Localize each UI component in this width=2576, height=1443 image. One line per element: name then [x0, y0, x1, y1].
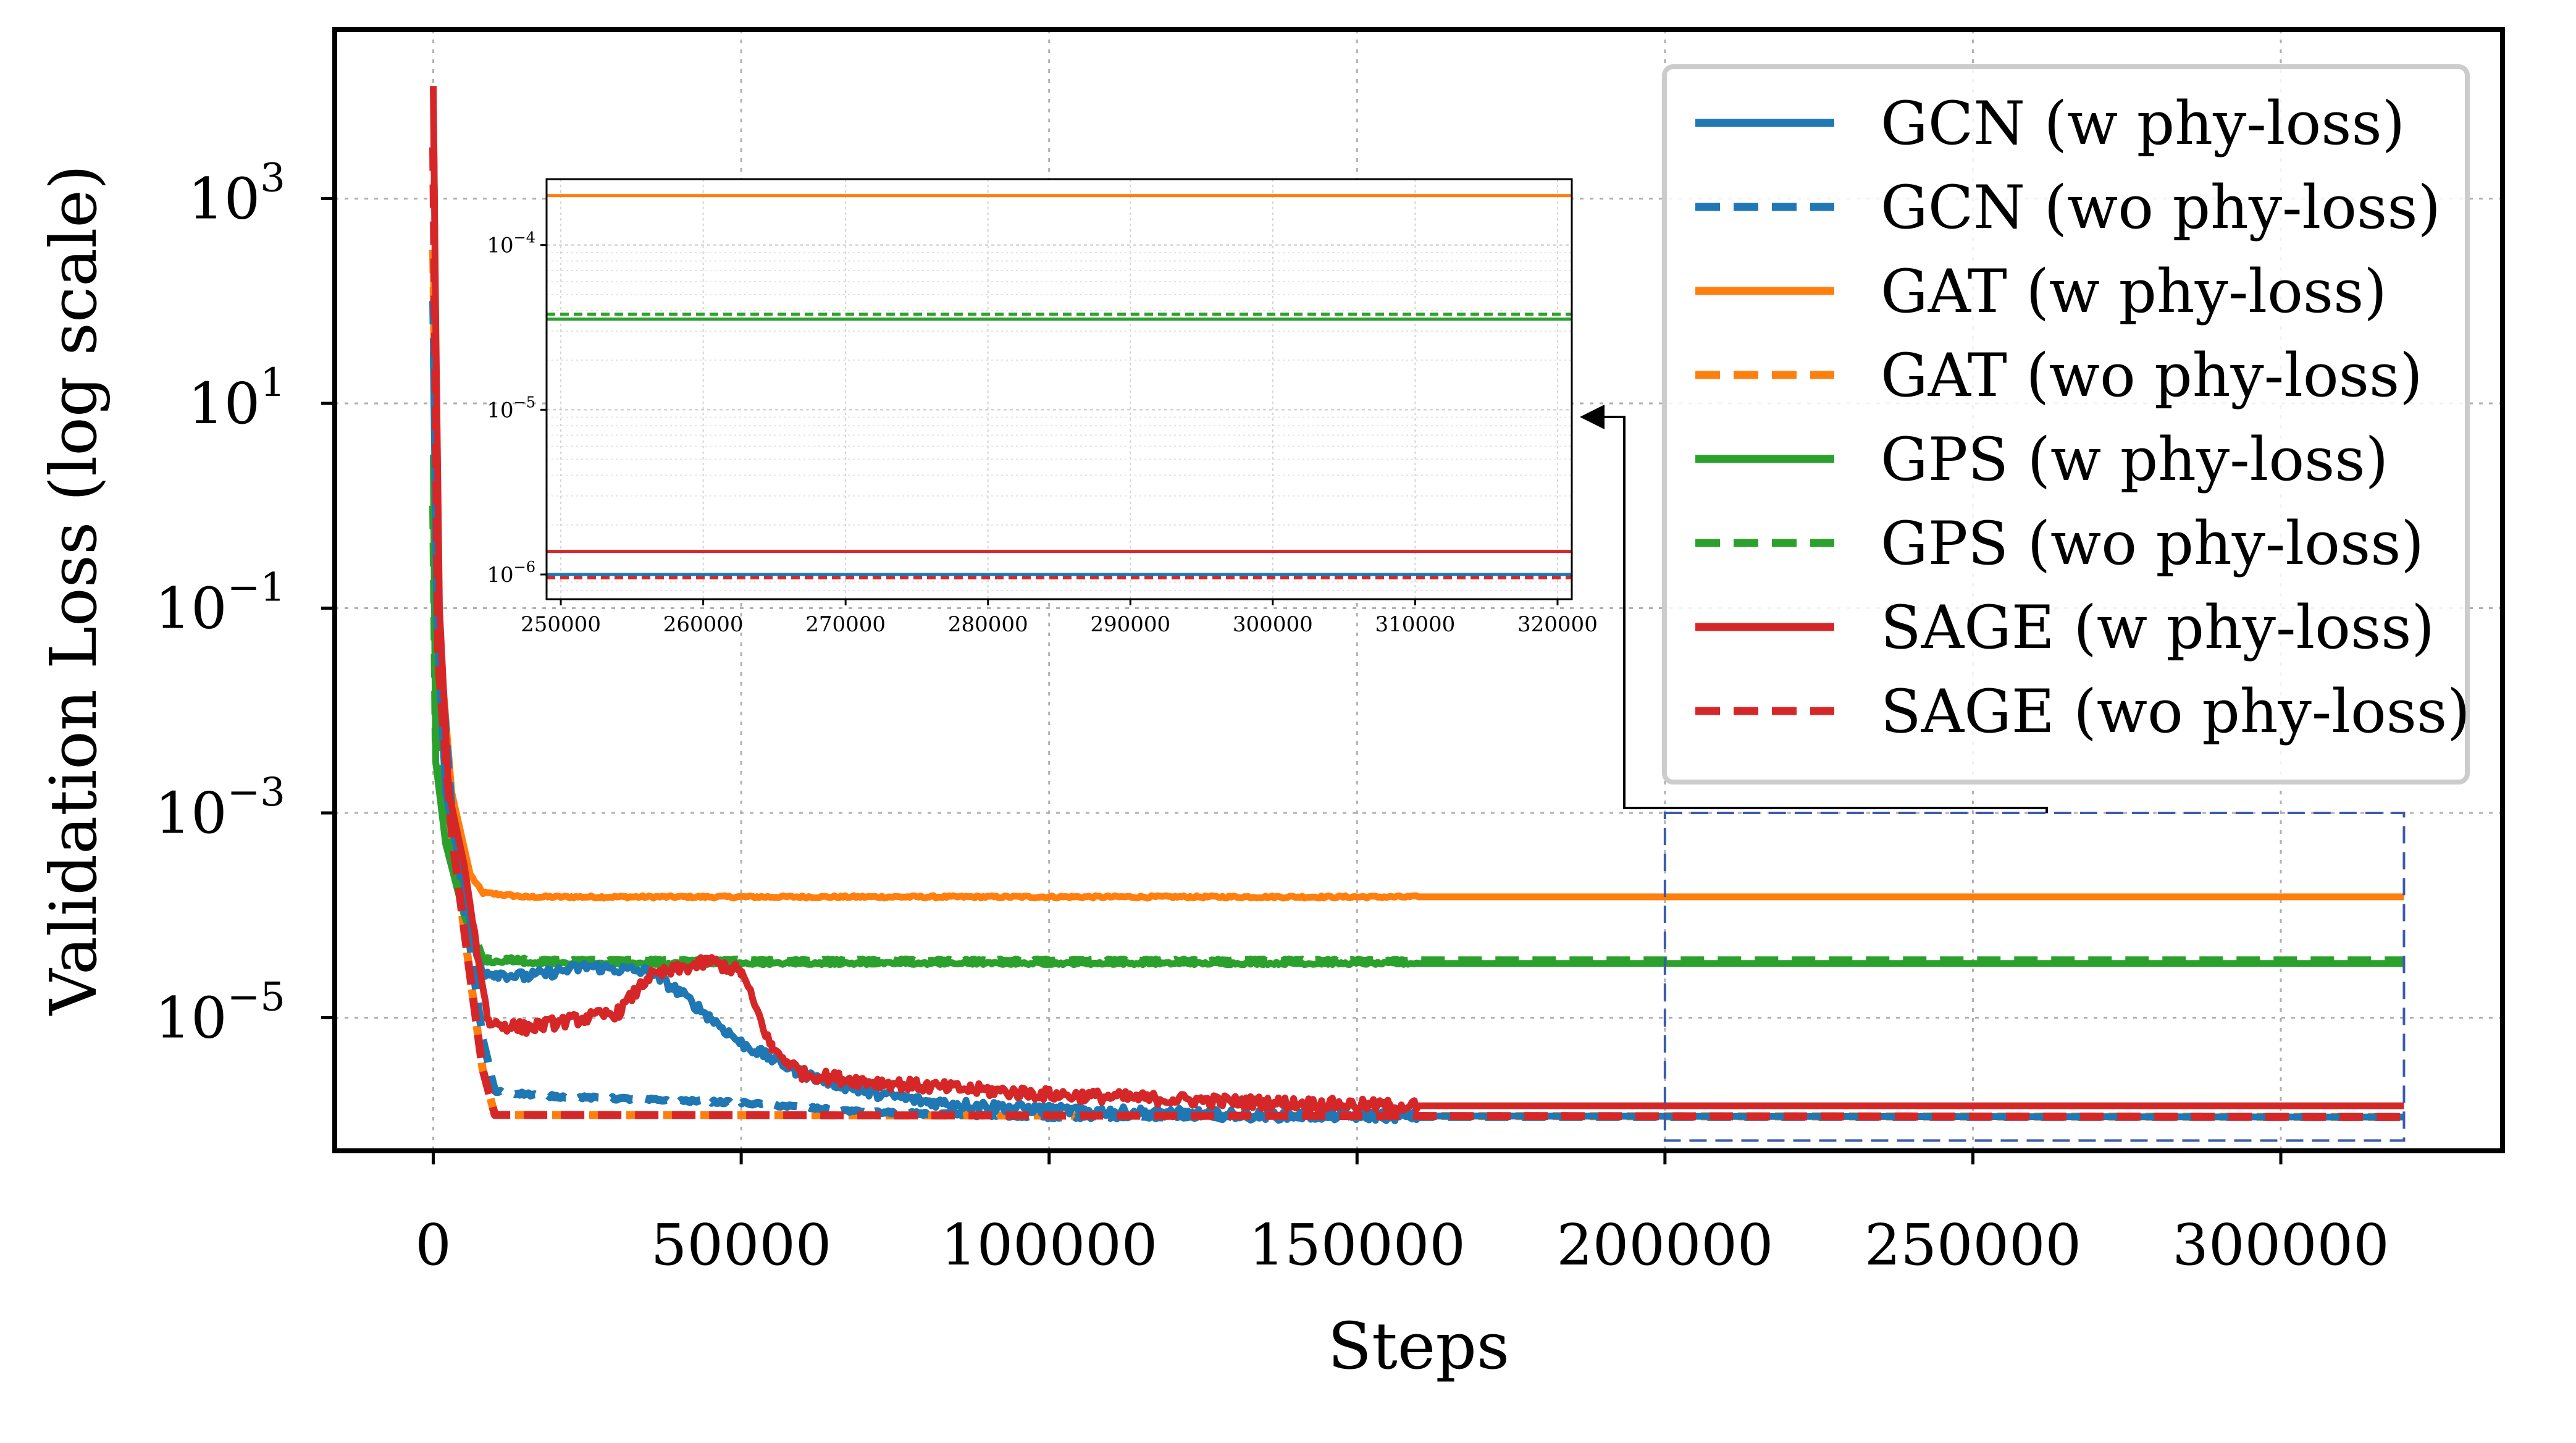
y-tick-label: 101: [188, 360, 285, 437]
y-axis-title: Validation Loss (log scale): [36, 165, 111, 1017]
x-tick-label: 250000: [1865, 1212, 2081, 1278]
zoom-connector-arrow: [1580, 405, 2049, 814]
inset-x-tick-label: 260000: [663, 612, 744, 637]
x-tick-label: 0: [415, 1212, 451, 1278]
inset-x-tick-label: 290000: [1090, 612, 1170, 637]
legend-label: GAT (w phy-loss): [1881, 257, 2387, 326]
inset-frame: [545, 178, 1573, 600]
inset-y-tick-label: 10−6: [487, 558, 535, 587]
zoom-region-box: [1663, 812, 2406, 1142]
legend-label: GPS (w phy-loss): [1881, 425, 2388, 494]
main-series-group: [429, 86, 2408, 1124]
x-axis-title: Steps: [1328, 1308, 1510, 1384]
y-axis-ticks: 103 101 10−1 10−3 10−5: [155, 155, 335, 1051]
x-axis-ticks: 0 50000 100000 150000 200000 250000 300000: [415, 1151, 2389, 1278]
inset-x-tick-label: 310000: [1375, 612, 1455, 637]
legend: GCN (w phy-loss) GCN (wo phy-loss) GAT (w …: [1662, 64, 2470, 785]
x-tick-label: 200000: [1556, 1212, 1773, 1278]
legend-item: SAGE (w phy-loss): [1695, 593, 2435, 662]
legend-item: GCN (wo phy-loss): [1695, 173, 2441, 242]
legend-item: GPS (w phy-loss): [1695, 425, 2388, 494]
y-tick-label: 103: [188, 155, 285, 232]
y-tick-label: 10−5: [155, 975, 285, 1051]
series-line-gps-wo-phy-loss: [429, 505, 2408, 966]
legend-label: GPS (wo phy-loss): [1881, 509, 2424, 578]
legend-item: GPS (wo phy-loss): [1695, 509, 2424, 578]
series-line-gat-w-phy-loss: [430, 250, 2407, 902]
legend-label: GCN (w phy-loss): [1881, 89, 2405, 158]
inset-background: [547, 179, 1572, 599]
x-tick-label: 300000: [2172, 1212, 2389, 1278]
legend-frame: [1662, 64, 2470, 785]
legend-label: GAT (wo phy-loss): [1881, 341, 2423, 410]
legend-item: GCN (w phy-loss): [1695, 89, 2405, 158]
inset-y-ticks: 10−4 10−5 10−6: [487, 229, 547, 587]
inset-x-tick-label: 280000: [948, 612, 1028, 637]
y-tick-label: 10−3: [155, 770, 285, 846]
inset-x-tick-label: 300000: [1233, 612, 1313, 637]
inset-y-tick-label: 10−5: [487, 393, 535, 423]
series-line-sage-w-phy-loss: [430, 86, 2407, 1114]
x-tick-label: 100000: [941, 1212, 1157, 1278]
inset-y-tick-label: 10−4: [487, 229, 535, 258]
legend-label: SAGE (w phy-loss): [1881, 593, 2435, 662]
legend-item: SAGE (wo phy-loss): [1695, 677, 2470, 746]
legend-label: GCN (wo phy-loss): [1881, 173, 2441, 242]
x-tick-label: 150000: [1249, 1212, 1466, 1278]
x-tick-label: 50000: [651, 1212, 832, 1278]
inset-x-tick-label: 320000: [1517, 612, 1598, 637]
inset-panel: 250000 260000 270000 280000 290000 300000 3100…: [487, 178, 1598, 637]
plot-frame: [332, 27, 2505, 1153]
legend-item: GAT (wo phy-loss): [1695, 341, 2423, 410]
y-tick-label: 10−1: [155, 565, 285, 642]
legend-items: GCN (w phy-loss) GCN (wo phy-loss) GAT (w …: [1695, 89, 2470, 746]
legend-item: GAT (w phy-loss): [1695, 257, 2387, 326]
legend-label: SAGE (wo phy-loss): [1881, 677, 2470, 746]
inset-x-ticks: 250000 260000 270000 280000 290000 300000 3100…: [521, 599, 1598, 637]
inset-x-tick-label: 270000: [805, 612, 886, 637]
inset-series-group: [547, 194, 1572, 579]
inset-x-tick-label: 250000: [521, 612, 601, 637]
